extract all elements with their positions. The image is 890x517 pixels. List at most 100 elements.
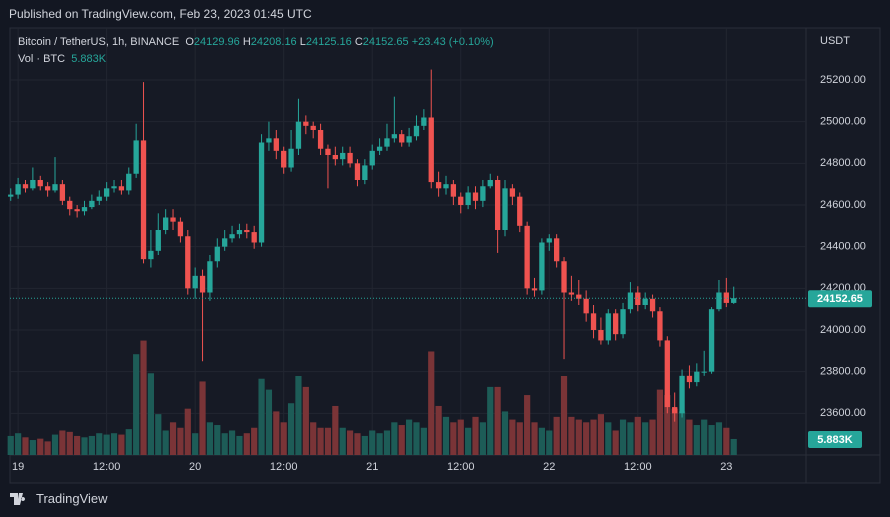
- grid: [10, 28, 806, 455]
- volume-bar: [140, 340, 147, 455]
- candle-body: [679, 375, 685, 414]
- candle-body: [8, 194, 14, 197]
- candle-body: [502, 188, 508, 230]
- currency: USDT: [820, 35, 850, 47]
- candle-body: [288, 148, 294, 168]
- volume-bar: [265, 389, 273, 455]
- y-tick-label: 24000.00: [820, 324, 866, 336]
- candle-body: [406, 136, 412, 143]
- candle-body: [185, 236, 191, 289]
- candle-body: [708, 309, 715, 372]
- candle-body: [103, 188, 110, 197]
- candle-body: [598, 330, 604, 341]
- legend-row: Bitcoin / TetherUS, 1h, BINANCE O24129.9…: [18, 34, 494, 51]
- volume-bar: [671, 408, 678, 455]
- x-tick-label: 19: [12, 461, 24, 473]
- volume-bar: [435, 405, 442, 455]
- volume-bar: [524, 395, 531, 455]
- candle-body: [546, 238, 552, 243]
- volume-bar: [147, 373, 155, 455]
- candle-body: [494, 180, 501, 230]
- candle-body: [531, 288, 538, 291]
- volume-bar: [450, 422, 457, 455]
- candle-body: [649, 298, 656, 312]
- volume-bar: [701, 419, 708, 455]
- candle-body: [74, 209, 80, 212]
- candle-body: [362, 165, 368, 180]
- candle-body: [723, 292, 729, 303]
- candle-body: [303, 121, 309, 126]
- volume-bar: [509, 419, 516, 455]
- volume-bar: [531, 422, 538, 455]
- candle-body: [177, 221, 184, 237]
- volume-bar: [627, 422, 634, 455]
- volume-bar: [96, 433, 103, 455]
- candle-body: [450, 184, 457, 197]
- candle-body: [716, 292, 722, 310]
- candle-body: [731, 298, 737, 303]
- symbol: Bitcoin / TetherUS, 1h, BINANCE: [18, 36, 180, 48]
- volume-bar: [162, 430, 169, 455]
- volume-bar: [406, 419, 413, 455]
- volume-bar: [192, 433, 199, 455]
- candle-body: [44, 186, 51, 191]
- candle-body: [111, 186, 117, 189]
- candle-body: [694, 371, 700, 383]
- candle-body: [317, 130, 324, 149]
- candle-body: [22, 184, 29, 189]
- volume-bar: [457, 419, 464, 455]
- volume-bar: [642, 422, 649, 455]
- candle-body: [59, 184, 66, 201]
- candle-body: [384, 138, 390, 147]
- volume-bar: [103, 434, 110, 455]
- x-tick-label: 12:00: [447, 461, 475, 473]
- volume-bar: [317, 427, 324, 455]
- candle-body: [465, 192, 471, 205]
- volume-bar: [428, 351, 435, 455]
- candle-body: [435, 182, 442, 189]
- candle-body: [214, 246, 220, 262]
- candle-body: [236, 230, 243, 235]
- candle-body: [620, 309, 626, 335]
- volume-bar: [649, 419, 656, 455]
- volume-bar: [236, 435, 243, 455]
- chart-frame: [9, 27, 881, 484]
- candle-body: [605, 313, 611, 341]
- legend: Bitcoin / TetherUS, 1h, BINANCE O24129.9…: [18, 34, 494, 68]
- candle-body: [266, 138, 272, 143]
- x-tick-label: 21: [366, 461, 378, 473]
- x-tick-label: 22: [543, 461, 555, 473]
- volume-bar: [575, 419, 582, 455]
- y-tick-label: 24400.00: [820, 241, 866, 253]
- volume-bar: [155, 414, 162, 455]
- candle-body: [207, 261, 213, 293]
- volume-bar: [251, 427, 258, 455]
- candle-body: [701, 371, 707, 373]
- volume-label: 5.883K: [817, 434, 853, 446]
- volume-bar: [487, 386, 494, 455]
- y-tick-label: 25000.00: [820, 116, 866, 128]
- volume-bar: [715, 422, 723, 455]
- candle-body: [133, 140, 139, 174]
- candle-body: [664, 340, 670, 408]
- candle-body: [590, 313, 597, 330]
- volume-bar: [15, 433, 22, 455]
- volume-bar: [420, 427, 427, 455]
- volume-bar: [280, 422, 287, 455]
- volume-bar: [369, 430, 376, 455]
- ohlc-letter: H: [242, 36, 251, 48]
- brand: TradingView: [36, 491, 108, 506]
- volume-bar: [597, 414, 605, 455]
- volume-bar: [177, 427, 184, 455]
- candle-body: [140, 140, 147, 260]
- candle-body: [458, 196, 464, 205]
- volume-bar: [730, 438, 737, 455]
- candle-body: [576, 294, 582, 299]
- volume-bar: [494, 386, 501, 455]
- volume-bar: [398, 425, 405, 455]
- candle-body: [421, 117, 427, 126]
- volume-bar: [560, 375, 568, 455]
- y-tick-label: 25200.00: [820, 74, 866, 86]
- candle-body: [244, 230, 250, 233]
